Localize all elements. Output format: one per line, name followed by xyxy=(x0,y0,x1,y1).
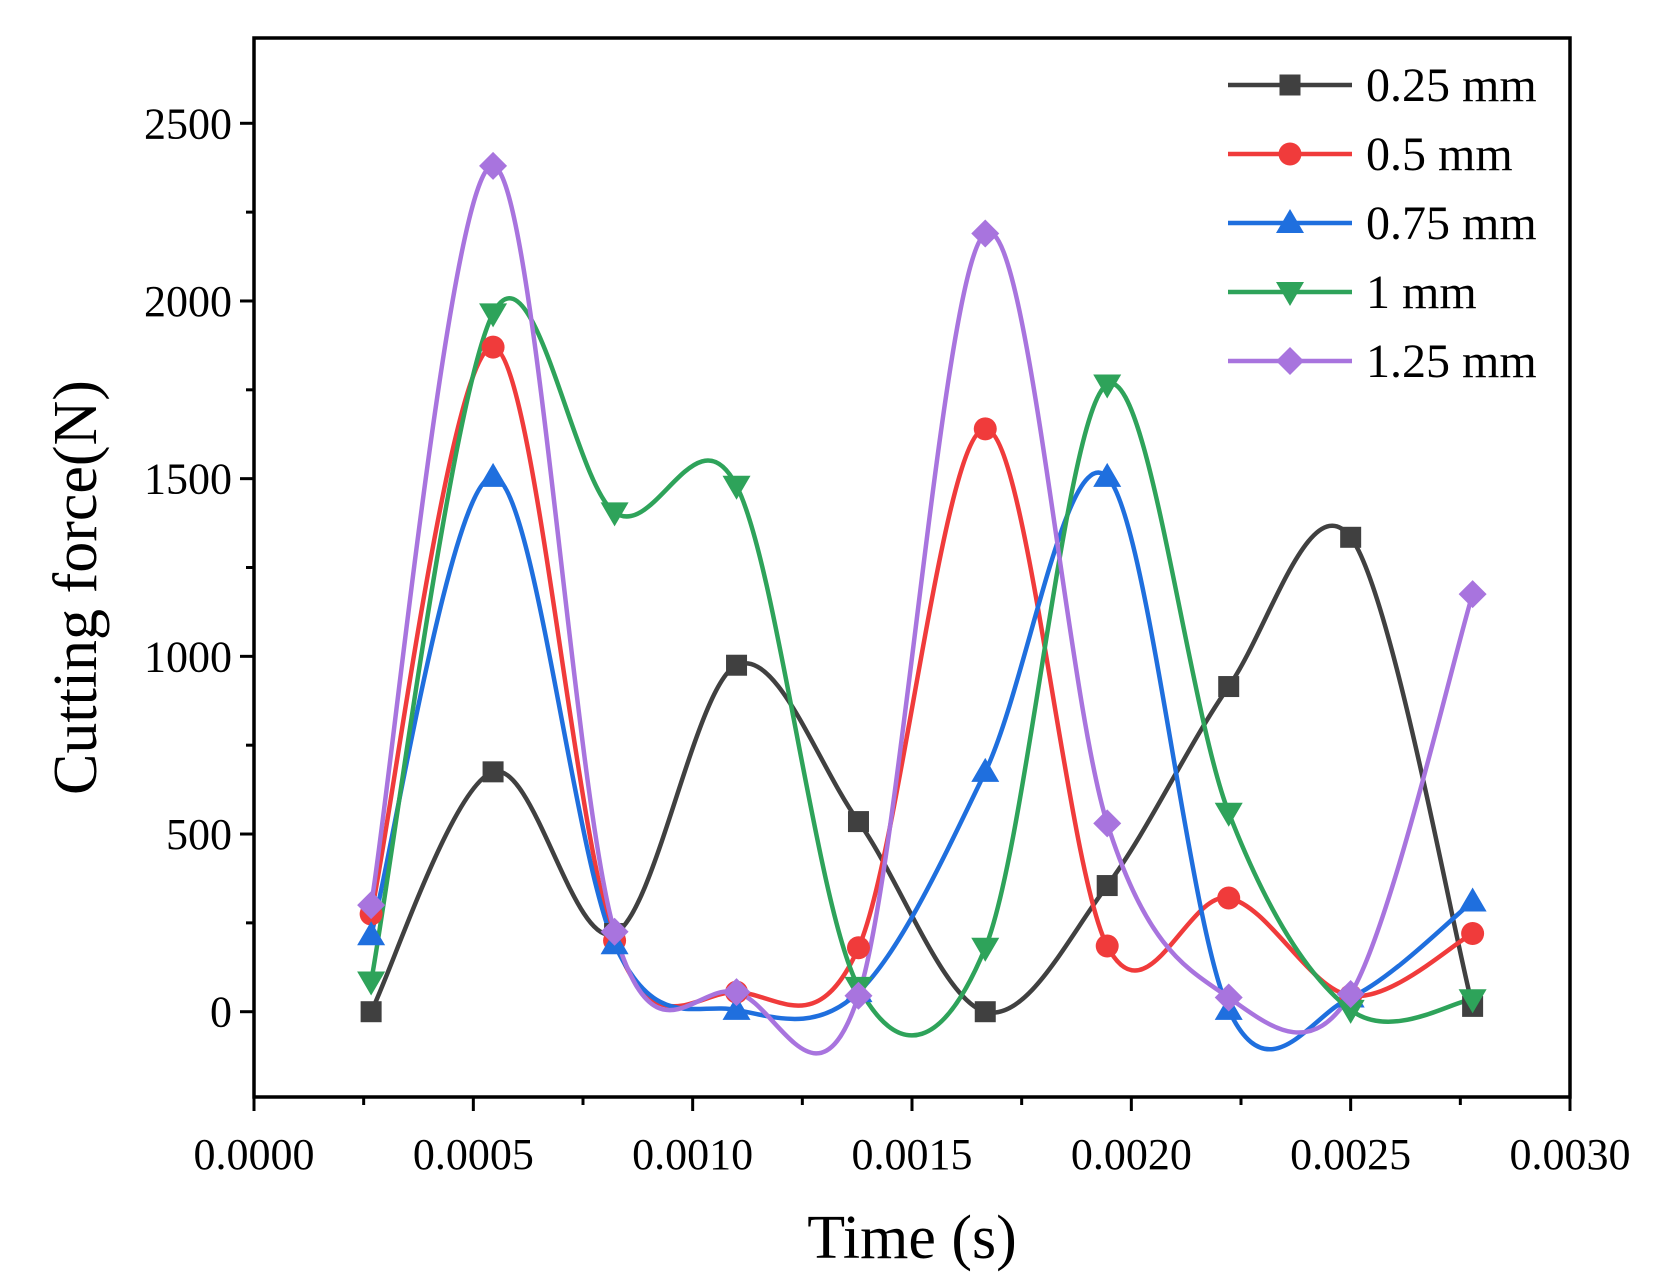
data-point-s4-3 xyxy=(722,978,751,1007)
series-line-4 xyxy=(368,163,1475,1056)
series-line-1 xyxy=(368,344,1474,1009)
y-tick-label-1: 500 xyxy=(166,810,232,859)
data-point-s3-6 xyxy=(1093,374,1122,399)
legend-label-4: 1.25 mm xyxy=(1366,335,1537,388)
data-point-s2-3 xyxy=(722,995,751,1020)
data-point-s4-2 xyxy=(600,917,629,946)
data-point-s4-7 xyxy=(1214,983,1243,1012)
x-tick-label-6: 0.0030 xyxy=(1510,1130,1631,1179)
data-point-s4-9 xyxy=(1458,580,1487,609)
y-tick-label-2: 1000 xyxy=(144,632,232,681)
series-layer xyxy=(357,151,1487,1056)
data-point-s0-6 xyxy=(1096,875,1118,897)
legend-marker-3 xyxy=(1276,282,1304,306)
data-point-s0-3 xyxy=(726,654,748,676)
y-tick-label-5: 2500 xyxy=(144,99,232,148)
x-tick-label-3: 0.0015 xyxy=(852,1130,973,1179)
data-point-s1-6 xyxy=(1095,934,1119,958)
x-axis-title: Time (s) xyxy=(807,1204,1017,1272)
data-point-s3-9 xyxy=(1458,989,1487,1014)
data-point-s4-5 xyxy=(971,219,1000,248)
axes-layer: 0.0000 0.0005 0.0010 0.0015 0.0020 0.0025 0.00… xyxy=(144,36,1631,1179)
x-tick-label-1: 0.0005 xyxy=(413,1130,534,1179)
data-point-s1-4 xyxy=(846,936,870,960)
y-tick-label-0: 0 xyxy=(210,988,232,1037)
data-point-s4-1 xyxy=(479,151,508,180)
legend-marker-1 xyxy=(1278,142,1302,166)
legend-label-2: 0.75 mm xyxy=(1366,197,1537,250)
data-point-s1-9 xyxy=(1461,922,1485,946)
data-point-s3-7 xyxy=(1214,802,1243,827)
data-point-s4-8 xyxy=(1336,979,1365,1008)
legend-label-3: 1 mm xyxy=(1366,266,1477,319)
data-point-s3-0 xyxy=(357,971,386,996)
data-point-s1-5 xyxy=(973,417,997,441)
data-point-s3-1 xyxy=(479,303,508,328)
data-point-s3-5 xyxy=(971,937,1000,962)
series-line-3 xyxy=(368,296,1473,1038)
data-point-s3-2 xyxy=(600,502,629,527)
x-tick-label-4: 0.0020 xyxy=(1071,1130,1192,1179)
data-point-s4-4 xyxy=(844,981,873,1010)
data-point-s0-5 xyxy=(974,1001,996,1023)
series-line-0 xyxy=(369,523,1475,1015)
data-point-s1-7 xyxy=(1217,886,1241,910)
legend-marker-2 xyxy=(1276,209,1304,233)
y-tick-label-3: 1500 xyxy=(144,455,232,504)
data-point-s3-3 xyxy=(722,475,751,500)
data-point-s2-0 xyxy=(357,921,386,946)
data-point-s4-6 xyxy=(1093,809,1122,838)
legend-label-1: 0.5 mm xyxy=(1366,128,1513,181)
data-point-s2-5 xyxy=(971,757,1000,782)
data-point-s0-4 xyxy=(847,811,869,833)
legend: 0.25 mm 0.5 mm 0.75 mm 1 mm 1.25 mm xyxy=(1228,59,1537,388)
series-line-2 xyxy=(368,470,1475,1052)
legend-marker-0 xyxy=(1279,74,1301,96)
data-point-s4-0 xyxy=(357,891,386,920)
data-point-s0-1 xyxy=(482,761,504,783)
data-point-s0-8 xyxy=(1340,526,1362,548)
legend-label-0: 0.25 mm xyxy=(1366,59,1537,112)
data-point-s1-1 xyxy=(481,335,505,359)
data-point-s0-0 xyxy=(360,1001,382,1023)
x-tick-label-2: 0.0010 xyxy=(632,1130,753,1179)
data-point-s3-8 xyxy=(1336,999,1365,1024)
x-tick-label-5: 0.0025 xyxy=(1290,1130,1411,1179)
data-point-s2-1 xyxy=(479,462,508,487)
y-tick-label-4: 2000 xyxy=(144,277,232,326)
y-axis-title: Cutting force(N) xyxy=(42,380,110,795)
data-point-s2-6 xyxy=(1093,462,1122,487)
data-point-s0-7 xyxy=(1218,676,1240,698)
x-tick-label-0: 0.0000 xyxy=(194,1130,315,1179)
data-point-s2-9 xyxy=(1458,887,1487,912)
legend-marker-4 xyxy=(1276,347,1304,375)
